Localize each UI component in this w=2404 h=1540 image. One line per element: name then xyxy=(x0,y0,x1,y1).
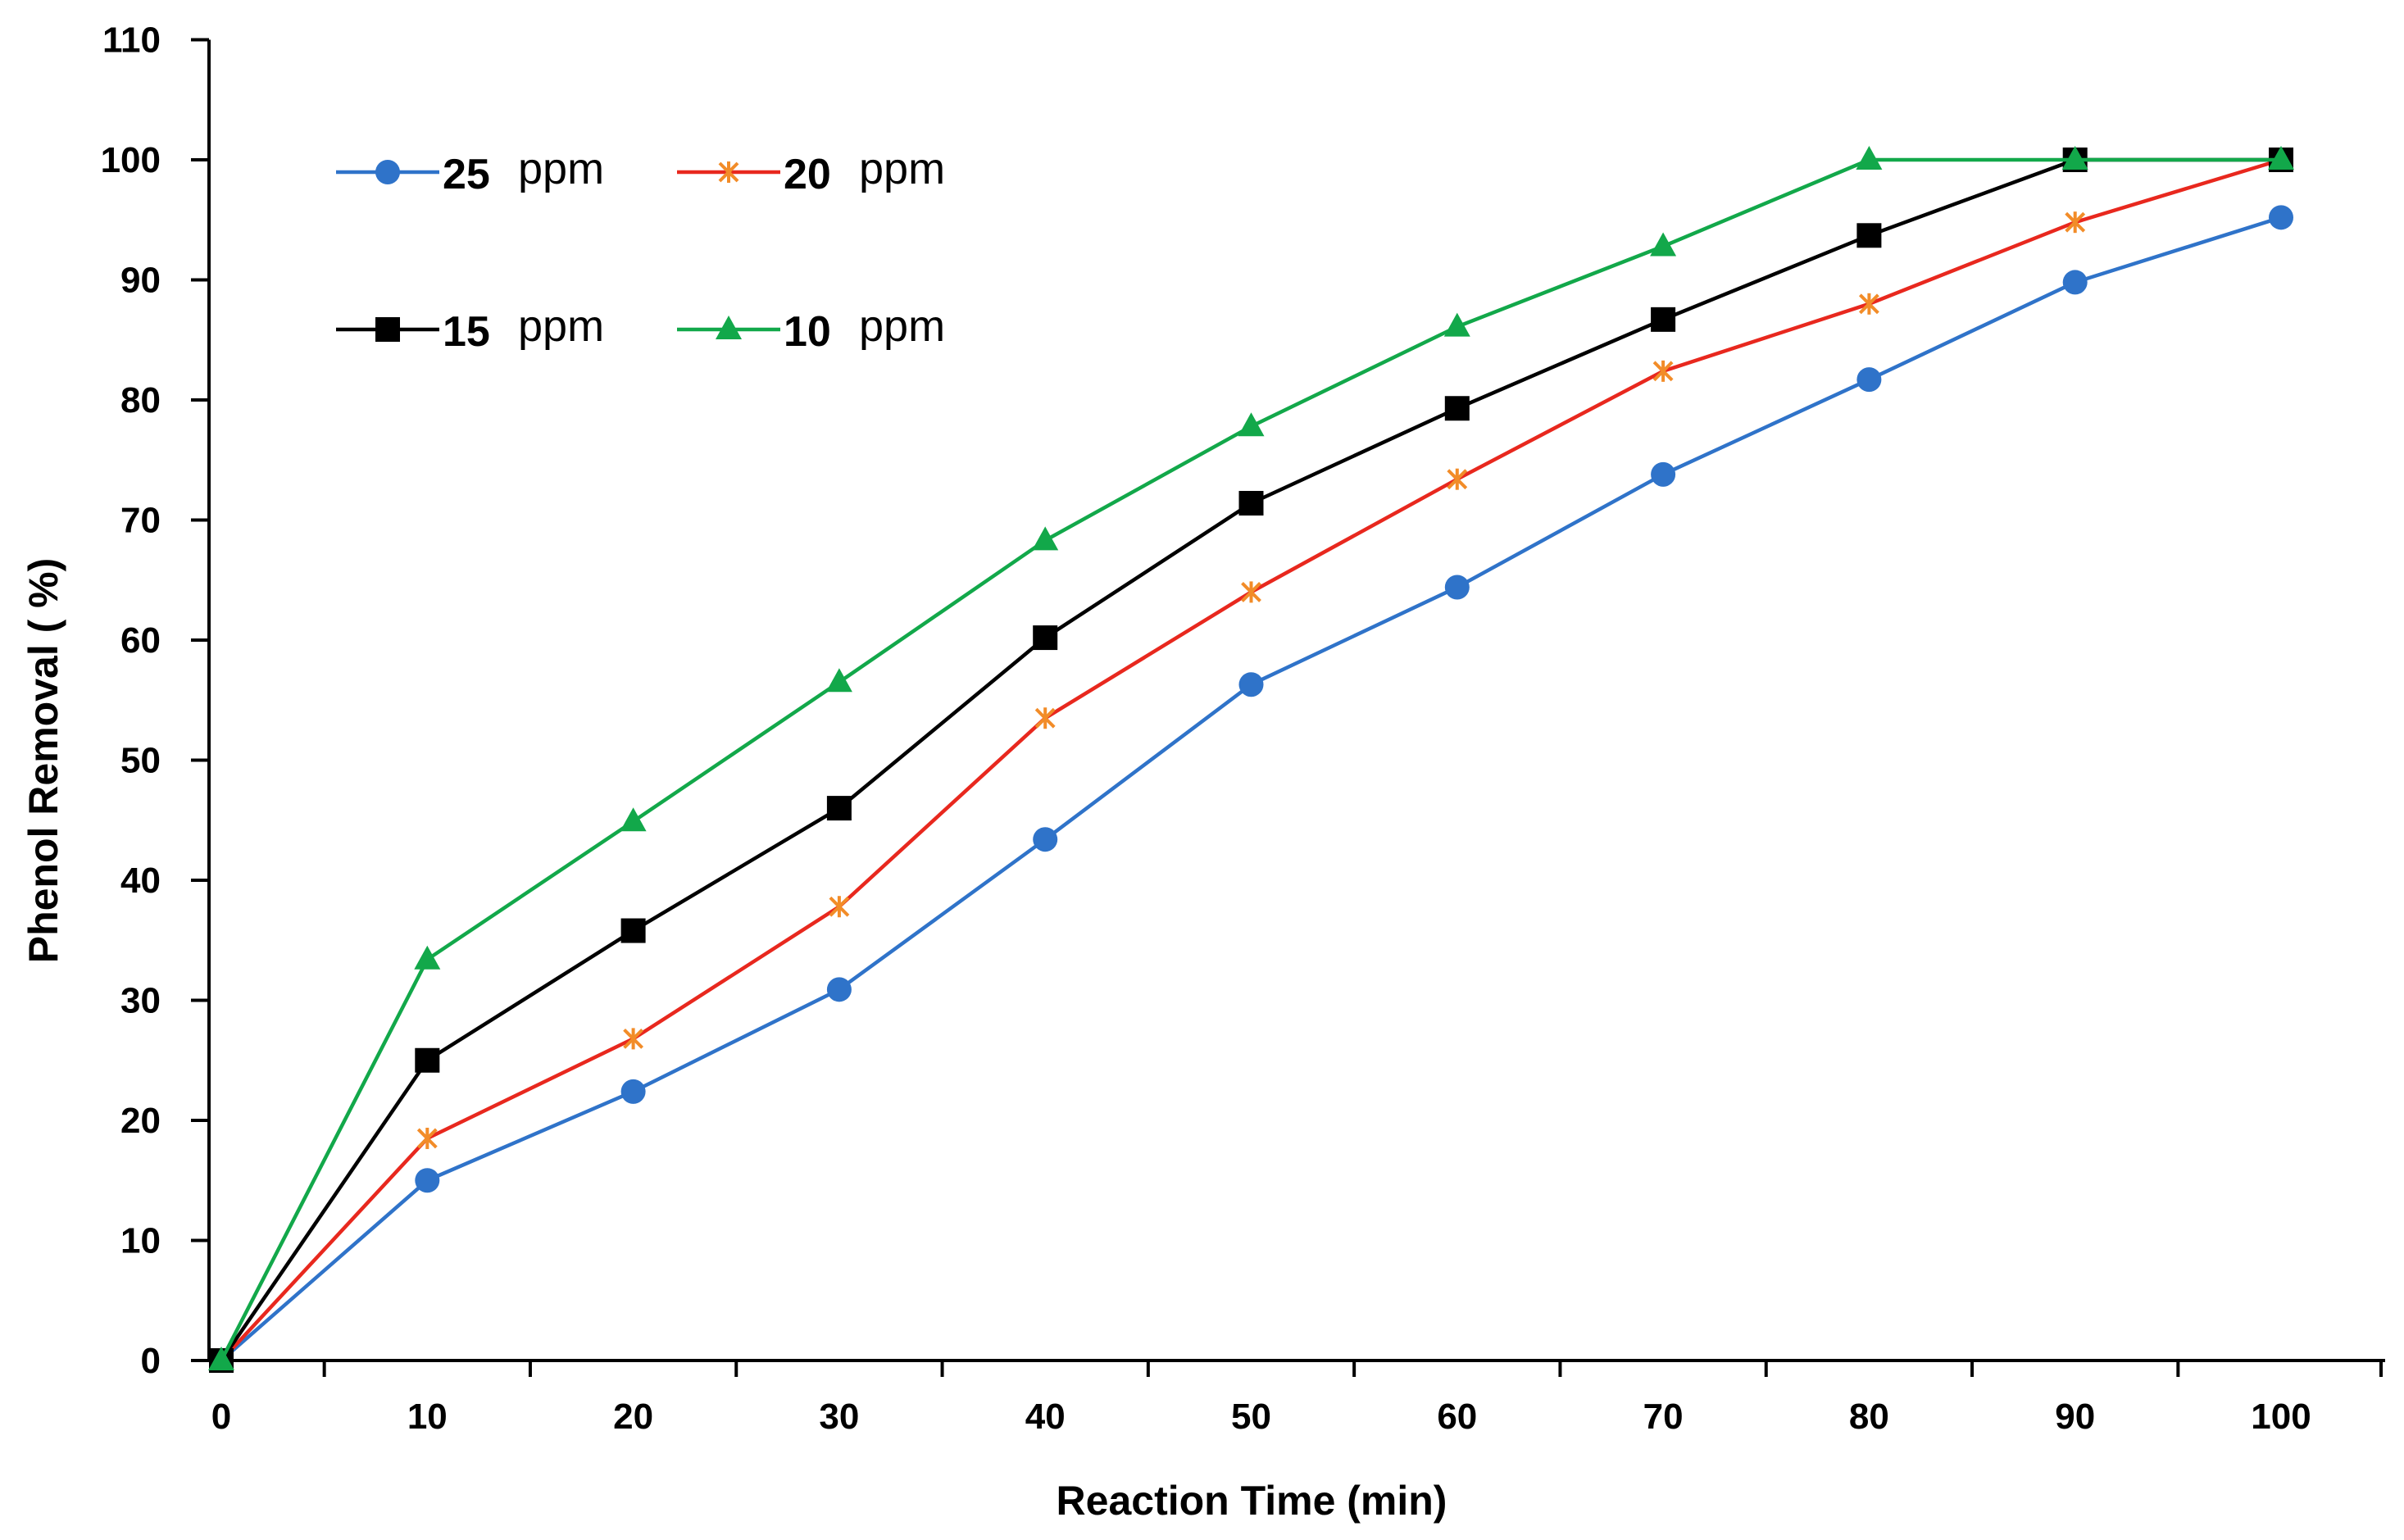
y-tick-label: 10 xyxy=(120,1221,161,1261)
x-tick-label: 40 xyxy=(1025,1397,1066,1437)
x-axis-title: Reaction Time (min) xyxy=(1057,1478,1447,1524)
x-tick-label: 60 xyxy=(1437,1397,1477,1437)
data-point xyxy=(1032,526,1059,551)
data-point xyxy=(1238,672,1264,697)
legend-marker xyxy=(375,160,400,184)
axes xyxy=(207,39,2385,1362)
x-tick-label: 0 xyxy=(211,1397,231,1437)
data-point xyxy=(623,1028,644,1050)
y-tick-label: 50 xyxy=(120,741,161,781)
y-tick-label: 60 xyxy=(120,620,161,661)
data-point xyxy=(1651,461,1676,487)
x-tick-label: 20 xyxy=(613,1397,653,1437)
y-tick-label: 20 xyxy=(120,1101,161,1141)
data-point xyxy=(1238,412,1265,437)
data-point xyxy=(1651,307,1676,332)
legend-label-number: 15 xyxy=(443,308,490,356)
data-point xyxy=(2061,146,2088,170)
legend-label-unit: ppm xyxy=(518,144,604,193)
data-point xyxy=(1650,232,1677,257)
y-tick-label: 0 xyxy=(141,1341,161,1381)
data-point xyxy=(1856,367,1882,393)
y-axis-ticks: 0 10 20 30 40 50 60 70 80 90 100 110 xyxy=(101,20,209,1381)
legend-label-unit: ppm xyxy=(518,302,604,351)
data-point xyxy=(1444,575,1470,600)
data-point xyxy=(620,1079,646,1104)
series-layer xyxy=(208,146,2294,1373)
data-point xyxy=(414,945,441,970)
x-tick-label: 100 xyxy=(2251,1397,2311,1437)
data-point xyxy=(415,1168,440,1193)
legend: 25 ppm 20 ppm 15 ppm 10 ppm xyxy=(336,144,945,356)
data-point xyxy=(415,1047,440,1073)
series-15-ppm xyxy=(209,148,2293,1373)
data-point xyxy=(829,896,850,918)
data-point xyxy=(2065,211,2086,234)
series-line xyxy=(220,216,2282,1362)
data-point xyxy=(1858,293,1879,315)
data-point xyxy=(1033,827,1058,852)
x-tick-label: 90 xyxy=(2055,1397,2095,1437)
legend-marker xyxy=(375,317,400,342)
data-point xyxy=(1033,625,1058,651)
data-point xyxy=(826,977,852,1002)
data-point xyxy=(620,807,647,832)
y-tick-label: 70 xyxy=(120,501,161,541)
data-point xyxy=(1652,360,1674,382)
data-point xyxy=(1444,396,1470,421)
data-point xyxy=(1856,146,1883,170)
y-tick-label: 30 xyxy=(120,981,161,1021)
legend-label-unit: ppm xyxy=(859,302,945,351)
legend-label-number: 20 xyxy=(784,151,831,198)
legend-label-number: 10 xyxy=(784,308,831,356)
y-tick-label: 80 xyxy=(120,380,161,420)
x-tick-label: 10 xyxy=(407,1397,448,1437)
series-10-ppm xyxy=(208,146,2294,1370)
data-point xyxy=(1447,468,1468,490)
data-point xyxy=(2062,270,2088,295)
legend-label-unit: ppm xyxy=(859,144,945,193)
data-point xyxy=(2268,146,2294,170)
legend-marker xyxy=(718,161,739,183)
legend-marker xyxy=(716,316,742,339)
data-point xyxy=(826,796,852,821)
data-point xyxy=(620,918,646,943)
y-tick-label: 100 xyxy=(101,140,161,180)
data-point xyxy=(825,668,852,693)
x-tick-label: 80 xyxy=(1849,1397,1889,1437)
series-25-ppm xyxy=(209,205,2293,1373)
legend-item: 15 ppm xyxy=(336,302,604,356)
legend-item: 25 ppm xyxy=(336,144,604,198)
y-tick-label: 90 xyxy=(120,261,161,301)
legend-item: 20 ppm xyxy=(677,144,945,198)
data-point xyxy=(416,1127,438,1149)
y-tick-label: 40 xyxy=(120,861,161,901)
data-point xyxy=(1443,312,1470,337)
legend-label-number: 25 xyxy=(443,151,490,198)
data-point xyxy=(2269,205,2293,230)
x-tick-label: 30 xyxy=(819,1397,859,1437)
data-point xyxy=(1241,581,1261,603)
y-axis-title: Phenol Removal ( %) xyxy=(20,558,66,964)
data-point xyxy=(208,1347,234,1370)
data-point xyxy=(1856,223,1882,248)
data-point xyxy=(1034,707,1056,729)
y-tick-label: 110 xyxy=(102,20,161,61)
x-axis-ticks: 0 10 20 30 40 50 60 70 80 90 100 xyxy=(211,1361,2383,1437)
legend-item: 10 ppm xyxy=(677,302,945,356)
x-tick-label: 70 xyxy=(1643,1397,1684,1437)
x-tick-label: 50 xyxy=(1231,1397,1271,1437)
data-point xyxy=(1238,490,1264,516)
